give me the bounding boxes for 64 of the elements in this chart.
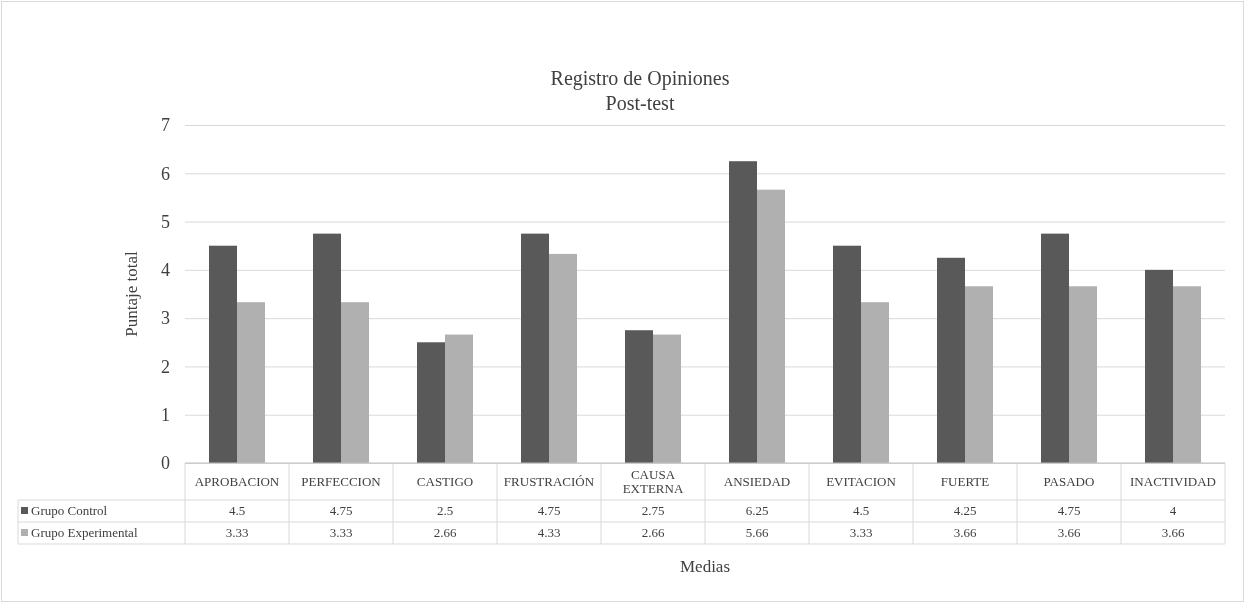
x-axis-title: Medias [679,557,731,576]
data-label: 3.66 [1057,525,1081,540]
chart-subtitle: Post-test [605,92,675,114]
bar [653,334,681,463]
bar [625,330,653,463]
data-label: 3.33 [329,525,353,540]
data-label: 4.75 [537,503,561,518]
data-label: 4 [1169,503,1177,518]
x-tick-label: FRUSTRACIÓN [503,473,595,489]
bar [417,342,445,463]
x-tick-label: PASADO [1043,473,1095,489]
y-tick-label: 1 [161,404,170,425]
data-label: 2.66 [433,525,457,540]
bar [1069,286,1097,463]
data-label: 5.66 [745,525,769,540]
x-tick-label: APROBACION [194,473,280,489]
bar [937,257,965,463]
data-label: 4.75 [329,503,353,518]
bar [1173,286,1201,463]
bar [1041,233,1069,463]
y-tick-label: 6 [161,163,170,184]
y-tick-label: 2 [161,356,170,377]
data-label: 4.5 [852,503,870,518]
bar [833,245,861,463]
data-label: 3.33 [225,525,249,540]
x-tick-label: EVITACION [826,473,897,489]
y-tick-label: 4 [161,260,170,281]
data-label: 2.5 [436,503,454,518]
data-label: 4.5 [228,503,246,518]
data-label: 3.33 [849,525,873,540]
x-tick-label: ANSIEDAD [723,473,791,489]
chart-title: Registro de Opiniones [550,67,730,90]
bar [209,245,237,463]
bar [445,334,473,463]
bar [861,302,889,463]
y-tick-label: 7 [161,115,170,136]
bar [313,233,341,463]
y-tick-label: 0 [161,453,170,474]
legend-label: Grupo Experimental [31,525,138,540]
data-label: 4.25 [953,503,977,518]
x-tick-label: FUERTE [940,473,990,489]
bar [729,161,757,463]
y-axis-title: Puntaje total [122,251,141,337]
x-tick-label: PERFECCION [301,473,382,489]
data-label: 4.75 [1057,503,1081,518]
bar [757,189,785,463]
x-tick-label: CASTIGO [416,473,474,489]
data-label: 3.66 [1161,525,1185,540]
data-label: 6.25 [745,503,769,518]
y-tick-label: 3 [161,308,170,329]
bar [341,302,369,463]
bar [549,253,577,463]
data-label: 2.75 [641,503,665,518]
bar [521,233,549,463]
bar [965,286,993,463]
x-tick-label: INACTIVIDAD [1130,473,1216,489]
y-tick-label: 5 [161,211,170,232]
data-label: 4.33 [537,525,561,540]
bar [1145,269,1173,463]
legend-label: Grupo Control [31,503,108,518]
data-label: 2.66 [641,525,665,540]
data-label: 3.66 [953,525,977,540]
bar [237,302,265,463]
x-tick-label: CAUSA EXTERNA [622,466,684,496]
